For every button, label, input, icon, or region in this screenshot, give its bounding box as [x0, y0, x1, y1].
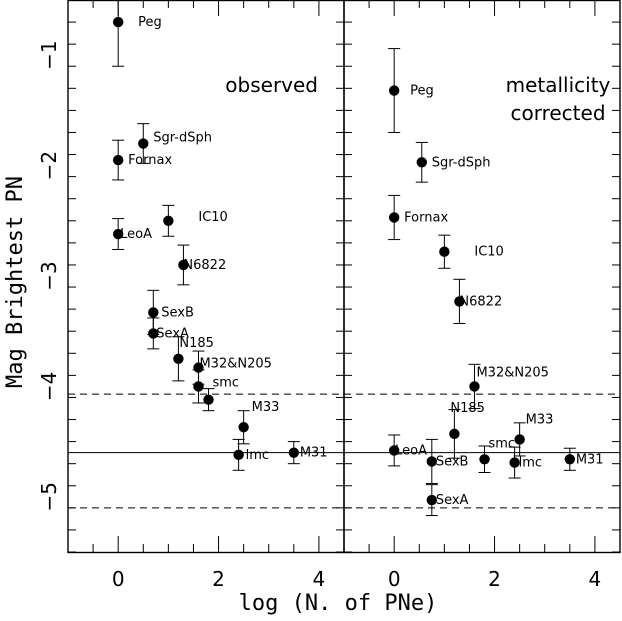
point-label: Sgr-dSph — [432, 155, 491, 170]
point-label: LeoA — [395, 443, 427, 458]
point-label: IC10 — [474, 245, 503, 260]
data-point — [233, 449, 244, 461]
point-label: SexA — [436, 493, 469, 508]
x-tick-label: 4 — [589, 567, 602, 591]
data-point — [112, 228, 124, 240]
data-point — [148, 328, 159, 339]
data-point — [112, 154, 124, 166]
point-label: N6822 — [183, 258, 226, 273]
point-label: M31 — [576, 452, 604, 467]
x-tick-label: 0 — [112, 567, 125, 591]
point-label: M32&N205 — [199, 357, 271, 372]
point-label: SexB — [436, 454, 469, 469]
point-label: N6822 — [459, 294, 502, 309]
data-point — [193, 381, 204, 392]
point-label: M33 — [252, 400, 280, 415]
data-point — [439, 246, 450, 257]
point-label: M33 — [526, 412, 554, 427]
panel-metallicity-corrected: 0 2 4 metallicity corrected Peg Sgr-dSph Fornax… — [343, 0, 621, 591]
point-label: LeoA — [120, 227, 152, 242]
data-point — [173, 353, 184, 364]
point-label: IC10 — [198, 210, 227, 225]
data-point — [469, 381, 480, 392]
data-point — [416, 157, 427, 168]
data-point — [148, 307, 159, 318]
panel-annotation: observed — [225, 73, 318, 97]
x-tick-label: 2 — [212, 567, 225, 591]
data-point — [514, 434, 525, 445]
y-tick-label: −5 — [37, 482, 61, 511]
point-label: smc — [489, 436, 516, 451]
data-point — [163, 215, 174, 226]
panel-annotation: metallicity — [506, 73, 611, 97]
data-point — [178, 259, 189, 271]
y-tick-label: −4 — [37, 372, 61, 401]
data-point — [426, 456, 438, 467]
point-label: SexA — [156, 326, 189, 341]
data-point — [203, 394, 214, 405]
data-point — [509, 457, 520, 468]
y-tick-label: −1 — [37, 40, 61, 69]
data-point — [426, 494, 438, 506]
y-tick-label: −2 — [37, 151, 61, 180]
data-point — [288, 447, 300, 458]
point-label: SexB — [161, 305, 194, 320]
point-label: N185 — [179, 336, 214, 351]
data-point — [449, 428, 460, 440]
data-point — [388, 445, 400, 456]
point-label: smc — [212, 375, 239, 390]
point-label: N185 — [450, 401, 485, 416]
x-tick-label: 0 — [388, 567, 401, 591]
data-point — [479, 454, 490, 465]
point-label: lmc — [246, 448, 269, 463]
x-tick-label: 4 — [313, 567, 326, 591]
panel-observed: 0 2 4 −1 −2 −3 −4 −5 observed Peg Sgr-dSph Fornax IC… — [37, 0, 345, 591]
y-tick-label: −3 — [37, 261, 61, 290]
point-label: M31 — [300, 446, 328, 461]
point-label: Fornax — [404, 210, 448, 225]
point-label: M32&N205 — [476, 365, 548, 380]
data-point — [454, 296, 465, 307]
x-axis-label: log (N. of PNe) — [239, 591, 438, 616]
data-point — [238, 422, 249, 433]
point-label: lmc — [519, 456, 542, 471]
data-point — [388, 85, 400, 96]
point-label: Sgr-dSph — [153, 131, 212, 146]
panel-annotation: corrected — [510, 101, 605, 125]
point-label: Peg — [138, 15, 162, 30]
data-point — [138, 138, 149, 149]
y-axis-label: Mag Brightest PN — [3, 176, 28, 388]
data-point — [112, 16, 124, 28]
point-label: Peg — [410, 84, 434, 99]
point-label: Fornax — [128, 153, 172, 168]
plot-frame — [343, 0, 621, 554]
data-point — [564, 454, 576, 465]
data-point — [388, 212, 400, 223]
x-tick-label: 2 — [488, 567, 501, 591]
